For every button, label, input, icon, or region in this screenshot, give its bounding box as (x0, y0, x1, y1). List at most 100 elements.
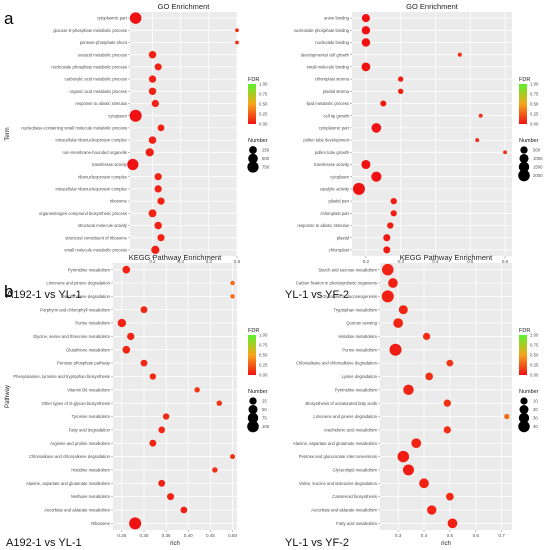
ytick-label: plastid part (329, 199, 350, 204)
data-point (122, 265, 131, 274)
ytick-label: cytoplasm (330, 174, 349, 179)
ytick-label: Carbon fixation in photosynthetic organi… (296, 281, 377, 286)
data-point (216, 400, 222, 406)
ytick-label: Fatty acid metabolism (336, 521, 377, 526)
ytick-label: Chloroalkane and chloroalkene degradatio… (29, 454, 111, 459)
ytick-label: plastid stroma (323, 89, 350, 94)
number-legend-label: 20 (533, 407, 538, 412)
x-axis-label: rich (170, 541, 180, 547)
number-legend-label: 30 (533, 416, 538, 421)
ytick-label: Vitamin B6 metabolism (67, 387, 110, 392)
fdr-legend-label: 0.50 (259, 353, 268, 358)
data-point (230, 280, 235, 286)
number-legend-label: 2000 (533, 173, 543, 178)
data-point (212, 467, 218, 473)
data-point (389, 343, 402, 356)
data-point (383, 246, 391, 254)
ytick-label: Histidine metabolism (71, 468, 110, 473)
data-point (162, 413, 170, 420)
fdr-legend-label: 0.50 (530, 102, 539, 107)
ytick-label: Pyrimidine metabolism (335, 387, 378, 392)
ytick-label: glucose 6-phosphate metabolic process (53, 28, 127, 33)
xtick-label: 0.25 (117, 533, 126, 538)
ytick-label: Limonene and pinene degradation (46, 281, 110, 286)
ytick-label: Pyrimidine metabolism (68, 267, 111, 272)
data-point (398, 305, 408, 315)
fdr-legend-label: 0.25 (259, 112, 268, 117)
data-point (371, 123, 382, 133)
fdr-legend-label: 0.00 (259, 373, 268, 378)
data-point (475, 138, 480, 143)
number-legend-dot (247, 412, 259, 424)
ytick-label: Glutathione metabolism (66, 347, 111, 352)
number-legend-dot (247, 420, 259, 433)
xtick-label: 0.4 (421, 533, 428, 538)
fdr-legend-label: 1.00 (530, 82, 539, 87)
ytick-label: Alanine, aspartate and glutamate metabol… (293, 441, 378, 446)
number-legend-label: 75 (262, 416, 267, 421)
fdr-legend-label: 0.75 (530, 92, 539, 97)
number-legend-title: Number (248, 389, 268, 395)
xtick-label: 0.4 (206, 259, 213, 264)
xtick-label: 0.5 (234, 259, 241, 264)
number-legend-dot (249, 146, 257, 154)
data-point (383, 234, 391, 242)
data-point (129, 109, 142, 122)
number-legend-dot (247, 161, 259, 173)
data-point (443, 399, 451, 407)
chart-a1: GO Enrichment cytoplasmic part glucose 6-p… (5, 2, 270, 301)
ytick-label: Pentose phosphate pathway (57, 361, 111, 366)
ytick-label: Quorum sensing (346, 321, 377, 326)
data-point (361, 14, 370, 23)
fdr-legend-label: 0.25 (530, 112, 539, 117)
ytick-label: carboxylic acid metabolic process (65, 77, 127, 82)
ytick-label: Glycolysis / Gluconeogenesis (322, 294, 377, 299)
chart-a2: GO Enrichment anion binding nucleoside pho… (285, 2, 543, 301)
data-point (411, 438, 422, 449)
number-legend-label: 250 (262, 148, 270, 153)
data-point (122, 345, 131, 354)
data-point (154, 185, 162, 193)
xtick-label: 0.3 (395, 533, 402, 538)
chart-b1: KEGG Pathway Enrichment Pyrimidine metabo… (5, 253, 270, 549)
number-legend-dot (249, 397, 257, 405)
ytick-label: Pentose and glucuronate interconversions (299, 454, 377, 459)
ytick-label: structural molecule activity (78, 223, 128, 228)
ytick-label: Methane metabolism (71, 494, 110, 499)
chart-b2: KEGG Pathway Enrichment Starch and sucros… (285, 253, 539, 549)
data-point (127, 332, 135, 341)
fdr-legend-label: 0.00 (259, 122, 268, 127)
ytick-label: chloroplast (329, 248, 350, 253)
data-point (443, 426, 451, 434)
ytick-label: Chloroalkane and chloroalkene degradatio… (296, 361, 378, 366)
data-point (158, 479, 166, 487)
data-point (154, 63, 162, 71)
xtick-label: 0.2 (363, 259, 370, 264)
data-point (151, 245, 160, 254)
data-point (129, 12, 142, 24)
ytick-label: nucleotide binding (315, 40, 349, 45)
fdr-legend-label: 0.75 (530, 343, 539, 348)
ytick-label: cytoplasmic part (319, 126, 350, 131)
ytick-label: Purine metabolism (342, 347, 377, 352)
fdr-legend-title: FDR (519, 77, 530, 83)
ytick-label: anion binding (324, 16, 350, 21)
ytick-label: Porphyrin and chlorophyll metabolism (40, 307, 110, 312)
ytick-label: Phenylalanine, tyrosine and tryptophan b… (13, 374, 110, 379)
data-point (425, 372, 434, 381)
ytick-label: organonitrogen compound biosynthetic pro… (39, 211, 127, 216)
data-point (457, 52, 462, 57)
data-point (157, 197, 165, 205)
data-point (149, 373, 157, 380)
ytick-label: transferase activity (314, 162, 350, 167)
data-point (478, 113, 483, 118)
ytick-label: Ascorbate and aldarate metabolism (44, 508, 110, 513)
data-point (361, 26, 371, 35)
data-point (380, 100, 387, 107)
xtick-label: 0.3 (398, 259, 405, 264)
data-point (157, 234, 165, 242)
ytick-label: Fatty acid degradation (69, 427, 111, 432)
data-point (361, 159, 371, 170)
ytick-label: Arginine and proline metabolism (50, 441, 110, 446)
data-point (419, 478, 429, 489)
